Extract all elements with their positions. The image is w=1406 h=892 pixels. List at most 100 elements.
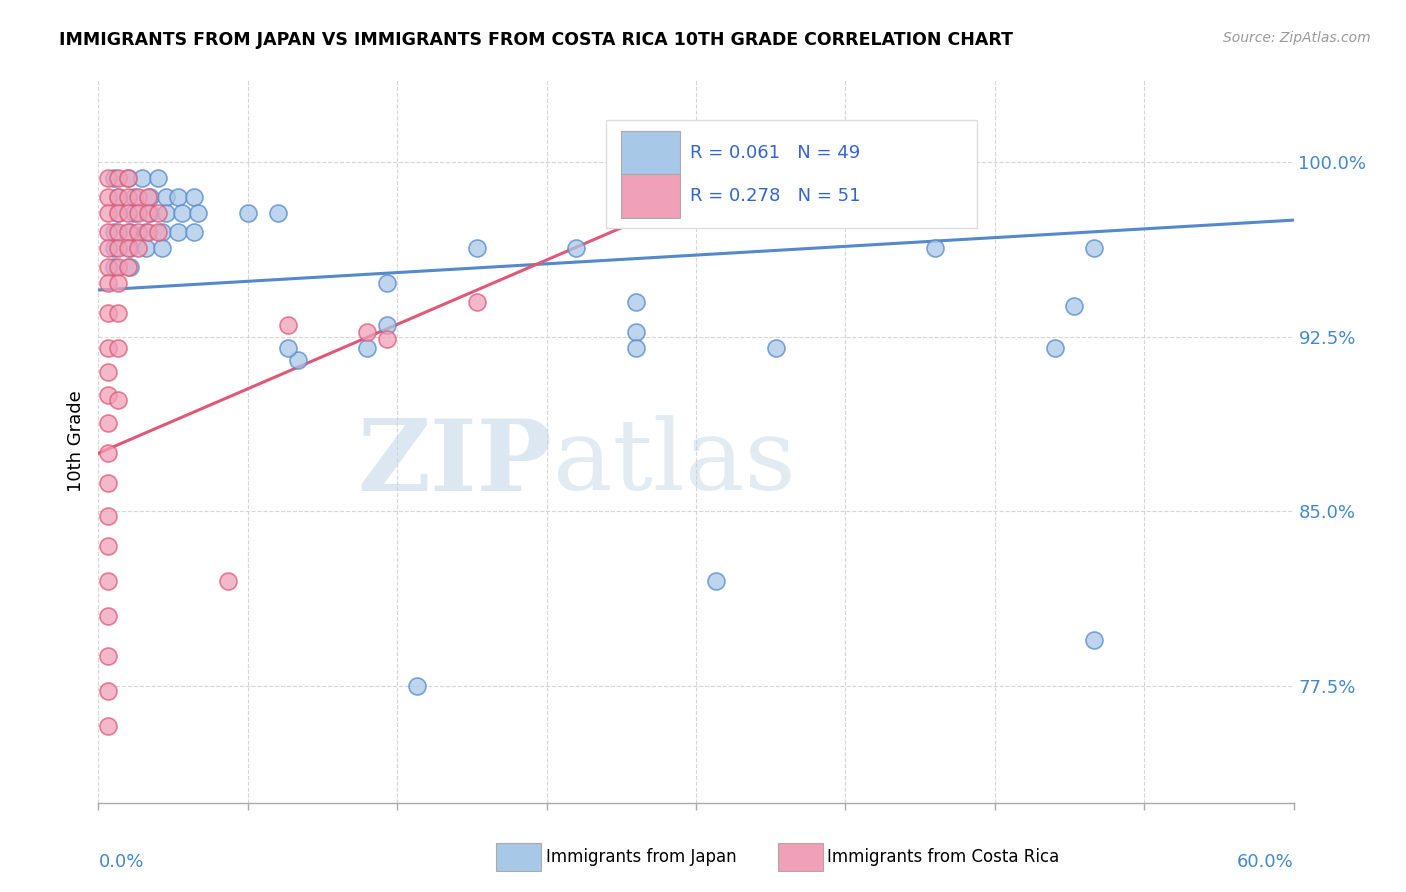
Point <box>356 325 378 339</box>
Point <box>107 206 129 220</box>
Point <box>136 190 159 204</box>
Point <box>217 574 239 589</box>
Point <box>375 276 398 290</box>
Point <box>117 190 139 204</box>
Point <box>183 190 205 204</box>
Point <box>97 190 120 204</box>
Point <box>107 190 129 204</box>
Point <box>148 225 170 239</box>
Point <box>97 241 120 255</box>
Point <box>107 225 129 239</box>
Point <box>117 260 139 274</box>
Point <box>120 260 142 274</box>
Point <box>1043 341 1066 355</box>
Point <box>183 225 205 239</box>
Point <box>1362 241 1385 255</box>
Point <box>167 190 190 204</box>
Point <box>465 294 488 309</box>
Point <box>97 476 120 491</box>
Point <box>97 574 120 589</box>
Point <box>375 332 398 346</box>
Point <box>117 206 139 220</box>
Point <box>117 171 139 186</box>
Point <box>103 225 125 239</box>
Point <box>107 306 129 320</box>
Point <box>139 206 162 220</box>
Point <box>1083 632 1105 647</box>
Text: 0.0%: 0.0% <box>98 854 143 871</box>
Point <box>97 225 120 239</box>
Point <box>155 206 177 220</box>
Text: IMMIGRANTS FROM JAPAN VS IMMIGRANTS FROM COSTA RICA 10TH GRADE CORRELATION CHART: IMMIGRANTS FROM JAPAN VS IMMIGRANTS FROM… <box>59 31 1014 49</box>
Point <box>375 318 398 332</box>
FancyBboxPatch shape <box>620 131 681 174</box>
Point <box>97 540 120 554</box>
Text: R = 0.278   N = 51: R = 0.278 N = 51 <box>690 187 860 205</box>
Point <box>127 190 149 204</box>
Point <box>1063 299 1085 313</box>
Point <box>1083 241 1105 255</box>
Point <box>127 225 149 239</box>
Point <box>135 241 157 255</box>
Point <box>97 684 120 698</box>
Point <box>626 341 648 355</box>
Point <box>117 241 139 255</box>
Text: Source: ZipAtlas.com: Source: ZipAtlas.com <box>1223 31 1371 45</box>
Point <box>131 171 153 186</box>
Point <box>565 241 588 255</box>
Point <box>97 171 120 186</box>
Point <box>924 241 946 255</box>
Point <box>127 206 149 220</box>
FancyBboxPatch shape <box>606 120 977 228</box>
Point <box>148 171 170 186</box>
Point <box>135 225 157 239</box>
Text: R = 0.061   N = 49: R = 0.061 N = 49 <box>690 144 860 161</box>
Point <box>136 206 159 220</box>
Point <box>97 388 120 402</box>
Point <box>187 206 209 220</box>
Point <box>765 341 787 355</box>
Point <box>97 416 120 430</box>
Point <box>107 190 129 204</box>
Point <box>356 341 378 355</box>
Text: Immigrants from Costa Rica: Immigrants from Costa Rica <box>827 848 1059 866</box>
Point <box>626 325 648 339</box>
Point <box>277 341 299 355</box>
Point <box>277 318 299 332</box>
Point <box>97 648 120 663</box>
Point <box>704 574 727 589</box>
Point <box>107 260 129 274</box>
Point <box>107 392 129 407</box>
Point <box>155 190 177 204</box>
Point <box>107 341 129 355</box>
Point <box>97 206 120 220</box>
Point <box>117 225 139 239</box>
Point <box>124 206 146 220</box>
Point <box>139 190 162 204</box>
Point <box>97 341 120 355</box>
Point <box>97 306 120 320</box>
Point <box>148 206 170 220</box>
Point <box>107 206 129 220</box>
Point <box>267 206 290 220</box>
Point <box>236 206 259 220</box>
Text: Immigrants from Japan: Immigrants from Japan <box>546 848 737 866</box>
Point <box>167 225 190 239</box>
FancyBboxPatch shape <box>620 174 681 218</box>
Point <box>465 241 488 255</box>
Point <box>97 609 120 624</box>
Y-axis label: 10th Grade: 10th Grade <box>67 391 86 492</box>
Point <box>120 241 142 255</box>
Point <box>150 241 173 255</box>
Point <box>97 446 120 460</box>
Point <box>136 225 159 239</box>
Text: 60.0%: 60.0% <box>1237 854 1294 871</box>
Point <box>150 225 173 239</box>
Point <box>97 260 120 274</box>
Point <box>124 190 146 204</box>
Point <box>127 241 149 255</box>
Point <box>626 294 648 309</box>
Point <box>172 206 194 220</box>
Point <box>117 171 139 186</box>
Text: ZIP: ZIP <box>357 415 553 512</box>
